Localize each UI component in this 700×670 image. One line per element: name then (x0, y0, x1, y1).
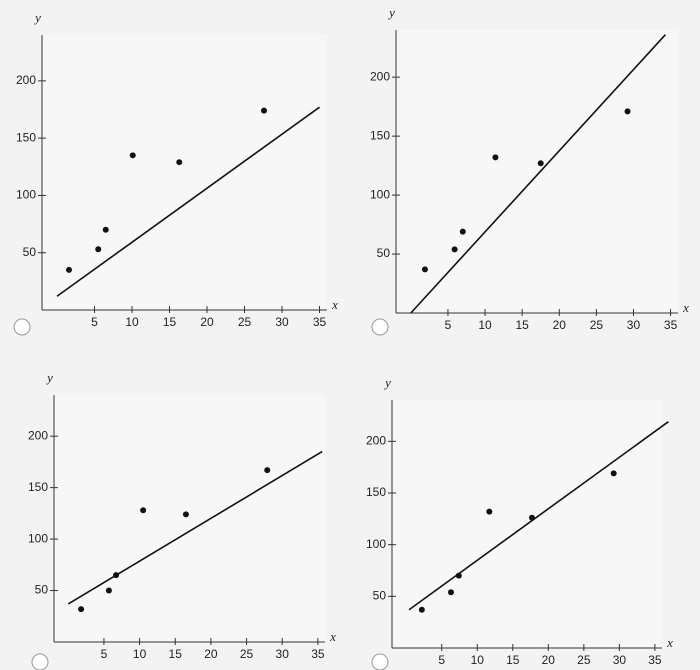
plot-area (54, 395, 325, 642)
y-tick-label: 150 (370, 128, 390, 142)
data-point (492, 154, 499, 161)
y-tick-label: 50 (23, 245, 37, 259)
x-tick-label: 5 (438, 653, 445, 667)
radio-option-b[interactable] (371, 318, 389, 336)
y-tick-label: 200 (366, 434, 386, 448)
plot-area (42, 35, 327, 310)
y-tick-label: 200 (16, 73, 36, 87)
data-point (624, 108, 631, 115)
x-axis-label: x (329, 629, 336, 644)
data-point (105, 587, 112, 594)
x-tick-label: 10 (471, 653, 485, 667)
data-point (537, 160, 544, 167)
y-tick-label: 100 (28, 531, 48, 545)
y-axis-label: y (383, 375, 391, 390)
x-tick-label: 5 (445, 318, 452, 332)
y-tick-label: 50 (377, 246, 391, 260)
data-point (176, 159, 183, 166)
x-tick-label: 10 (125, 315, 139, 329)
data-point (102, 226, 109, 233)
data-point (451, 246, 458, 253)
x-tick-label: 30 (275, 315, 289, 329)
y-axis-label: y (45, 370, 53, 385)
data-point (459, 228, 466, 235)
y-tick-label: 50 (35, 583, 49, 597)
y-tick-label: 150 (28, 480, 48, 494)
data-point (261, 107, 267, 114)
x-tick-label: 20 (200, 315, 214, 329)
data-point (418, 606, 425, 613)
x-tick-label: 35 (311, 647, 325, 661)
y-axis-label: y (33, 10, 41, 25)
x-axis-label: x (666, 635, 673, 650)
x-axis-label: x (682, 300, 689, 315)
x-tick-label: 10 (133, 647, 147, 661)
data-point (421, 266, 428, 273)
data-point (95, 246, 102, 253)
x-tick-label: 30 (627, 318, 641, 332)
x-tick-label: 15 (163, 315, 177, 329)
y-tick-label: 150 (366, 485, 386, 499)
y-tick-label: 50 (373, 589, 387, 603)
x-tick-label: 25 (590, 318, 604, 332)
x-tick-label: 35 (313, 315, 327, 329)
x-tick-label: 20 (542, 653, 556, 667)
data-point (182, 511, 189, 518)
data-point (264, 467, 271, 474)
x-tick-label: 10 (478, 318, 492, 332)
plot-area (396, 30, 678, 313)
fit-line (408, 421, 669, 611)
x-tick-label: 25 (238, 315, 252, 329)
x-tick-label: 15 (515, 318, 529, 332)
x-tick-label: 25 (240, 647, 254, 661)
x-tick-label: 20 (204, 647, 218, 661)
y-tick-label: 150 (16, 130, 36, 144)
x-tick-label: 20 (553, 318, 567, 332)
y-tick-label: 200 (370, 69, 390, 83)
radio-option-d[interactable] (371, 653, 389, 670)
y-tick-label: 100 (16, 188, 36, 202)
x-tick-label: 25 (577, 653, 591, 667)
data-point (486, 508, 493, 515)
x-tick-label: 5 (91, 315, 98, 329)
data-point (610, 470, 617, 477)
radio-option-a[interactable] (13, 318, 31, 336)
y-tick-label: 100 (366, 537, 386, 551)
x-tick-label: 35 (664, 318, 678, 332)
data-point (129, 152, 136, 159)
y-axis-label: y (387, 5, 395, 20)
x-tick-label: 5 (101, 647, 108, 661)
data-point (66, 266, 72, 273)
x-axis-label: x (331, 297, 338, 312)
y-tick-label: 200 (28, 428, 48, 442)
fit-line (56, 106, 320, 297)
data-point (447, 589, 454, 596)
x-tick-label: 30 (276, 647, 290, 661)
x-tick-label: 15 (169, 647, 183, 661)
x-tick-label: 35 (648, 653, 662, 667)
data-point (78, 606, 85, 613)
data-point (140, 507, 147, 514)
x-tick-label: 30 (613, 653, 627, 667)
radio-option-c[interactable] (31, 653, 49, 670)
y-tick-label: 100 (370, 187, 390, 201)
fit-line (410, 34, 666, 314)
x-tick-label: 15 (506, 653, 520, 667)
fit-line (67, 450, 323, 605)
